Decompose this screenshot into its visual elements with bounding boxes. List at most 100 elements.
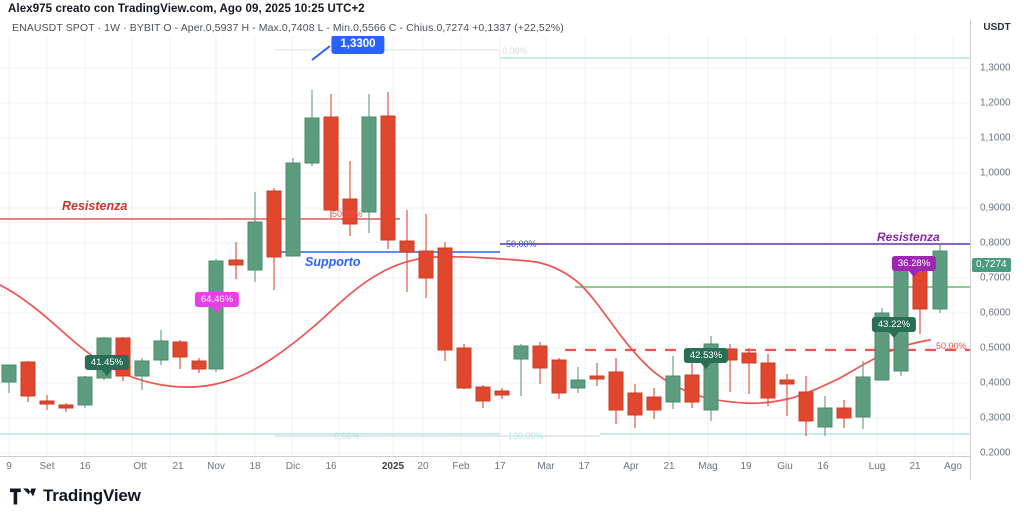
price-tick: 0,5000 [980,342,1011,354]
candle [798,376,814,436]
time-tick: Mag [698,461,718,472]
candle [513,344,529,396]
candle [247,192,263,282]
badge-arrow-icon [700,363,711,369]
price-callout-1-3300[interactable]: 1,3300 [331,36,385,54]
candle [208,259,224,372]
price-tick: 0,4000 [980,377,1011,389]
price-tick: 0,8000 [980,237,1011,249]
price-tick: 0,6000 [980,307,1011,319]
candle [20,361,36,402]
time-tick: 20 [417,461,429,472]
time-tick: Lug [868,461,886,472]
candle [191,358,207,373]
badge-41-45[interactable]: 41.45% [84,355,130,376]
price-axis[interactable]: USDT 1,3000 1,2000 1,1000 1,0000 0,9000 … [970,20,1024,459]
time-tick: Set [39,461,55,472]
candle [456,344,472,389]
candle [627,384,643,428]
fib-label-0-bottom: 0,00% [334,431,360,441]
candle [134,358,150,390]
time-tick: 16 [325,461,337,472]
grid-lines [0,36,970,456]
candle [589,363,605,386]
tradingview-mark-icon [10,488,36,504]
time-tick: Apr [623,461,639,472]
chart-legend: ENAUSDT SPOT · 1W · BYBIT O - Aper.0,593… [12,22,564,34]
time-tick: Ott [133,461,147,472]
candle [855,361,871,429]
time-tick: 16 [817,461,829,472]
badge-36-28[interactable]: 36.28% [891,256,937,277]
candle [646,388,662,419]
chart-plot-area[interactable]: 1,3300 41.45% 64.46% 42.53% 43.22% 36.28… [0,36,970,456]
label-resistenza-left[interactable]: Resistenza [62,199,128,213]
candle [228,242,244,279]
candle [58,403,74,412]
callout-connector [311,45,331,61]
time-tick: Nov [207,461,225,472]
candle [77,376,93,408]
time-tick: Mar [537,461,555,472]
footer: TradingView [0,480,1024,514]
time-tick: 17 [494,461,506,472]
time-tick: 21 [663,461,675,472]
price-tick: 0,7000 [980,272,1011,284]
price-tick: 1,3000 [980,62,1011,74]
badge-label: 43.22% [877,319,911,330]
time-tick: 17 [578,461,590,472]
time-tick: 16 [79,461,91,472]
badge-label: 42.53% [689,350,723,361]
label-supporto[interactable]: Supporto [305,255,361,269]
time-tick: 21 [172,461,184,472]
candle [1,364,17,393]
label-resistenza-right[interactable]: Resistenza [877,230,940,244]
candle [285,158,301,257]
candle [532,342,548,384]
candle [741,348,757,394]
chart-svg [0,36,970,456]
candle [266,188,282,290]
price-tick: 0,3000 [980,412,1011,424]
candle [437,242,453,361]
candle [836,400,852,428]
candle [817,396,833,436]
candle [361,94,377,233]
candle [39,395,55,410]
fib-label-50-blue: 50,00% [506,239,537,249]
candle [304,90,320,166]
badge-label: 41.45% [90,357,124,368]
badge-64-46[interactable]: 64.46% [194,292,240,313]
badge-43-22[interactable]: 43.22% [871,317,917,338]
candle [475,385,491,408]
time-tick: Dic [285,461,301,472]
badge-label: 36.28% [897,258,931,269]
moving-average-line [0,255,931,405]
badge-arrow-icon [888,332,899,338]
badge-arrow-icon [211,307,222,313]
time-tick: 19 [740,461,752,472]
candle [665,356,681,409]
time-tick-year: 2025 [381,461,405,472]
last-price-badge[interactable]: 0,7274 [972,258,1011,272]
price-axis-unit: USDT [983,22,1011,33]
time-tick: 21 [909,461,921,472]
time-axis[interactable]: 9 Set 16 Ott 21 Nov 18 Dic 16 2025 20 Fe… [0,456,1024,480]
tradingview-logo[interactable]: TradingView [10,486,141,506]
badge-arrow-icon [908,271,919,277]
candle [399,210,415,292]
badge-42-53[interactable]: 42.53% [683,348,729,369]
time-axis-right-divider [970,456,971,480]
time-tick: Feb [452,461,470,472]
candle [380,92,396,249]
price-tick: 0,9000 [980,202,1011,214]
time-tick: Giu [777,461,793,472]
fib-label-100-bottom: 100,00% [508,431,544,441]
tradingview-wordmark: TradingView [43,486,141,505]
fib-label-0-top: 0,00% [502,46,528,56]
candle [684,354,700,408]
legend-full-text: ENAUSDT SPOT · 1W · BYBIT O - Aper.0,593… [12,22,564,34]
price-tick: 1,0000 [980,167,1011,179]
badge-label: 64.46% [200,294,234,305]
